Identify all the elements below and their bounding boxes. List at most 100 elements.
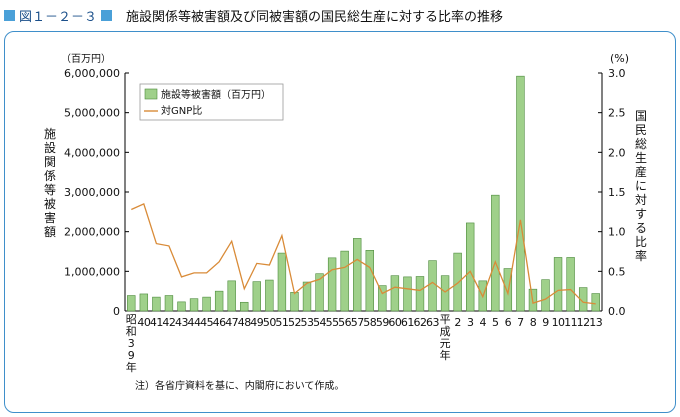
bar <box>164 295 174 312</box>
x-tick-label: 12 <box>577 316 590 329</box>
y-axis-title-char: 関 <box>44 155 56 169</box>
y2-axis-title-char: る <box>635 221 647 235</box>
y-tick-label: 1,000,000 <box>64 265 120 278</box>
y2-axis-title-char: に <box>635 179 647 193</box>
bar <box>353 238 362 312</box>
x-tick-label: 50 <box>263 316 276 329</box>
x-tick-label: 44 <box>188 316 201 329</box>
bar <box>327 257 337 312</box>
y2-axis-title-char: す <box>635 207 647 221</box>
bar <box>553 257 563 312</box>
bar <box>265 279 274 312</box>
y2-axis-title-char: 比 <box>635 235 647 249</box>
bar <box>440 275 450 312</box>
bar <box>290 292 299 312</box>
figure-title: 施設関係等被害額及び同被害額の国民総生産に対する比率の推移 <box>126 9 504 25</box>
x-tick-label: 51 <box>275 316 288 329</box>
y-tick-label: 3,000,000 <box>64 186 120 199</box>
y2-axis-title-char: 民 <box>635 123 647 137</box>
x-tick-label: 62 <box>413 316 426 329</box>
chart-frame <box>4 31 676 413</box>
x-tick-label: 2 <box>454 316 461 329</box>
x-tick-label-char: 年 <box>440 348 451 362</box>
y2-axis-title-char: 総 <box>635 137 647 151</box>
x-tick-label: 43 <box>175 316 188 329</box>
bar <box>214 290 224 312</box>
bar <box>127 295 136 312</box>
x-tick-label: 8 <box>530 316 537 329</box>
x-tick-label: 9 <box>542 316 549 329</box>
x-tick-label: 63 <box>426 316 439 329</box>
x-tick-label: 55 <box>326 316 339 329</box>
bar <box>516 75 525 312</box>
x-tick-label: 60 <box>388 316 401 329</box>
x-tick-label: 41 <box>150 316 163 329</box>
x-tick-label: 13 <box>589 316 602 329</box>
header-square-icon-right <box>101 9 113 21</box>
y2-tick-label: 2.0 <box>608 146 626 159</box>
bar <box>252 281 261 312</box>
figure-label: 図１－２－３ <box>19 9 98 25</box>
bar <box>541 279 550 312</box>
y-tick-label: 6,000,000 <box>64 67 120 80</box>
legend-box <box>139 83 284 121</box>
bar <box>390 275 400 312</box>
x-tick-label: 59 <box>376 316 389 329</box>
x-tick-label: 48 <box>238 316 251 329</box>
x-tick-label-char: 元 <box>440 337 451 350</box>
figure-header: 図１－２－３ 施設関係等被害額及び同被害額の国民総生産に対する比率の推移 <box>4 5 503 25</box>
y2-tick-label: 2.5 <box>608 107 626 120</box>
x-tick-label: 52 <box>288 316 301 329</box>
x-tick-label-char: 昭 <box>126 313 137 326</box>
y-axis-title-char: 害 <box>44 210 56 225</box>
legend-bar-swatch <box>144 88 158 100</box>
x-tick-label-char: 平 <box>440 313 451 326</box>
y-tick-label: 4,000,000 <box>64 146 120 159</box>
x-tick-label-char: 9 <box>128 349 135 362</box>
bar <box>428 260 437 312</box>
x-tick-label: 56 <box>338 316 351 329</box>
x-tick-label: 40 <box>137 316 150 329</box>
y-axis-title-char: 等 <box>44 183 56 197</box>
bar <box>378 285 387 312</box>
x-tick-label: 5 <box>492 316 499 329</box>
bar <box>340 250 349 312</box>
x-tick-label: 49 <box>250 316 263 329</box>
left-unit-label: （百万円） <box>61 53 111 65</box>
y-axis-title-char: 被 <box>44 197 56 211</box>
x-tick-label-char: 年 <box>126 360 137 374</box>
bar <box>277 252 287 312</box>
bar <box>302 281 312 312</box>
bar <box>403 276 412 312</box>
bar <box>315 273 324 312</box>
y2-tick-label: 1.0 <box>608 226 626 239</box>
x-tick-label-char: 3 <box>128 337 135 350</box>
header-square-icon <box>4 9 15 21</box>
y-tick-label: 2,000,000 <box>64 226 120 239</box>
x-tick-label: 47 <box>225 316 238 329</box>
x-tick-label: 4 <box>480 316 487 329</box>
x-tick-label: 10 <box>552 316 565 329</box>
bar <box>139 293 149 312</box>
x-tick-label: 7 <box>517 316 524 329</box>
bar <box>466 222 475 312</box>
x-tick-label: 11 <box>564 316 577 329</box>
y2-axis-title-char: 率 <box>635 248 647 263</box>
bar <box>189 298 199 312</box>
legend-line-label: 対GNP比 <box>161 104 202 117</box>
y2-tick-label: 3.0 <box>608 67 626 80</box>
x-tick-label-char: 和 <box>126 325 137 338</box>
y2-tick-label: 1.5 <box>608 186 626 199</box>
legend-bar-label: 施設等被害額（百万円） <box>161 88 271 101</box>
y-axis-title-char: 額 <box>44 225 56 239</box>
x-tick-label: 3 <box>467 316 474 329</box>
y2-axis-title-char: 産 <box>635 164 647 179</box>
y-axis-title-char: 施 <box>44 127 56 141</box>
bar <box>152 296 161 312</box>
bar <box>177 301 186 312</box>
x-tick-label: 42 <box>162 316 175 329</box>
bar <box>240 301 249 312</box>
y2-axis-title-char: 生 <box>635 151 647 165</box>
bar <box>503 268 513 312</box>
y-axis-title-char: 設 <box>44 140 56 155</box>
